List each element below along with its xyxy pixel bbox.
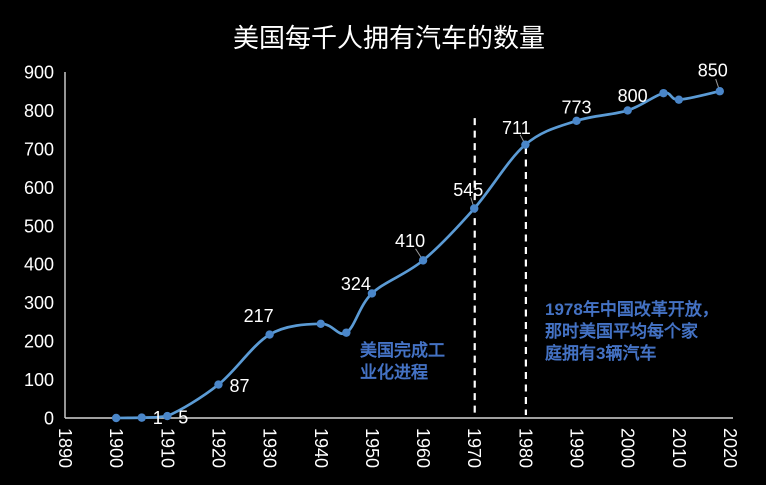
y-tick-label: 300 <box>24 293 54 313</box>
x-tick-label: 2020 <box>720 428 740 468</box>
series-line <box>114 89 722 420</box>
annotation-industrialization: 美国完成工 业化进程 <box>360 341 445 382</box>
data-point-label: 87 <box>229 376 249 396</box>
y-tick-label: 900 <box>24 63 54 83</box>
x-tick-label: 1990 <box>567 428 587 468</box>
y-tick-label: 200 <box>24 332 54 352</box>
data-point-marker <box>418 256 428 265</box>
x-tick-label: 1960 <box>413 428 433 468</box>
data-point-marker <box>572 116 581 126</box>
annotation-reform-1978: 1978年中国改革开放， 那时美国平均每个家 庭拥有3辆汽车 <box>545 300 719 363</box>
y-tick-label: 600 <box>24 178 54 198</box>
data-point-label: 800 <box>618 86 648 106</box>
data-point-label: 217 <box>244 306 274 326</box>
x-tick-label: 1900 <box>106 428 126 468</box>
data-label-leader-line <box>415 248 422 258</box>
data-point-label: 850 <box>698 61 728 81</box>
y-tick-label: 500 <box>24 216 54 236</box>
data-point-marker <box>163 411 172 421</box>
x-tick-label: 1890 <box>55 428 75 468</box>
data-point-label: 324 <box>341 274 371 294</box>
data-point-marker <box>214 380 223 389</box>
x-tick-label: 2010 <box>669 428 689 468</box>
data-point-marker <box>137 413 146 422</box>
data-point-marker <box>342 328 351 337</box>
data-point-label: 711 <box>502 118 531 138</box>
x-tick-label: 1980 <box>515 428 535 468</box>
data-point-marker <box>111 413 121 423</box>
data-point-label: 545 <box>453 180 483 200</box>
data-label-leader-line <box>470 197 474 206</box>
data-point-label: 1 <box>153 408 163 428</box>
data-point-marker <box>623 106 632 115</box>
data-point-label: 773 <box>562 97 592 117</box>
data-point-marker <box>265 330 274 339</box>
chart-title: 美国每千人拥有汽车的数量 <box>232 23 545 53</box>
data-point-label: 5 <box>178 408 188 428</box>
y-tick-label: 400 <box>24 255 54 275</box>
data-point-marker <box>521 140 530 149</box>
y-tick-label: 800 <box>24 101 54 121</box>
data-point-marker <box>715 87 724 96</box>
data-point-marker <box>316 319 325 329</box>
data-point-marker <box>367 289 377 298</box>
x-tick-label: 1910 <box>157 428 177 468</box>
y-tick-label: 700 <box>24 139 54 159</box>
x-tick-label: 1930 <box>260 428 280 468</box>
x-tick-label: 1920 <box>208 428 228 468</box>
y-tick-label: 0 <box>44 409 54 429</box>
y-tick-label: 100 <box>24 370 54 390</box>
x-tick-label: 2000 <box>618 428 638 468</box>
x-tick-label: 1950 <box>362 428 382 468</box>
x-tick-label: 1970 <box>464 428 484 468</box>
data-label-leader-line <box>715 78 720 89</box>
data-point-label: 410 <box>395 231 425 251</box>
data-point-marker <box>674 95 684 104</box>
x-tick-label: 1940 <box>311 428 331 468</box>
data-point-marker <box>470 204 479 213</box>
data-point-marker <box>659 88 668 98</box>
